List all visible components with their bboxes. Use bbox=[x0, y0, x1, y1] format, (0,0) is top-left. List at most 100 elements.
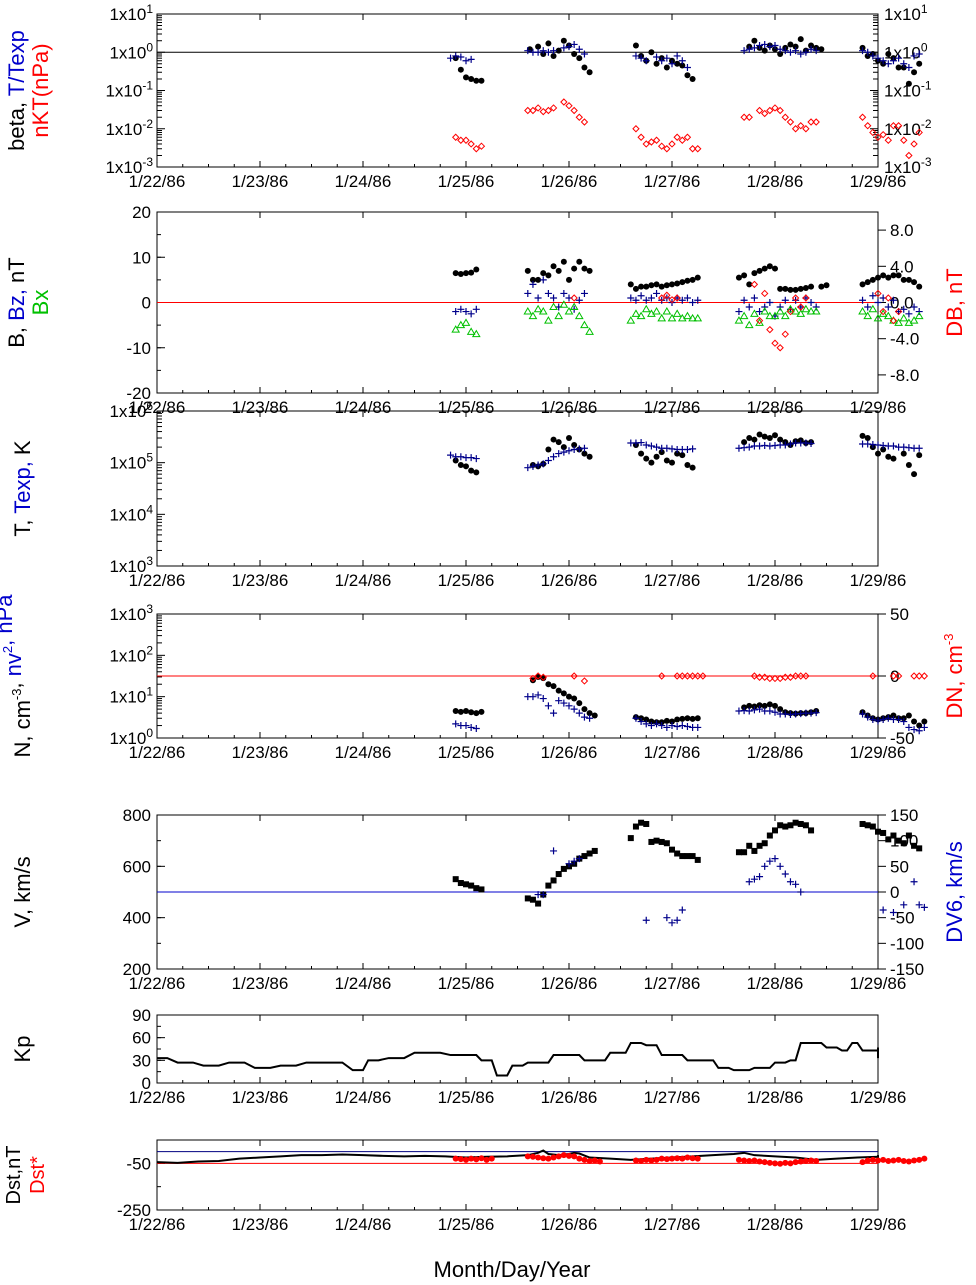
data-point bbox=[674, 1155, 681, 1162]
data-point bbox=[756, 308, 764, 316]
x-tick-label: 1/27/86 bbox=[644, 743, 701, 762]
y-tick-label-right: 1x10-3 bbox=[884, 155, 932, 177]
data-point bbox=[534, 48, 542, 56]
data-point bbox=[859, 1159, 866, 1166]
data-point bbox=[760, 289, 769, 298]
data-point bbox=[772, 827, 778, 834]
data-point bbox=[900, 136, 908, 144]
data-point bbox=[580, 320, 589, 329]
data-point bbox=[869, 1156, 876, 1163]
data-point bbox=[874, 289, 882, 298]
data-point bbox=[864, 279, 871, 286]
data-point bbox=[673, 133, 681, 141]
data-point bbox=[674, 450, 681, 457]
data-point bbox=[750, 280, 759, 289]
data-point bbox=[674, 716, 681, 723]
data-point bbox=[864, 1157, 871, 1164]
data-point bbox=[781, 673, 790, 681]
data-point bbox=[657, 142, 666, 150]
data-point bbox=[544, 316, 553, 324]
data-point bbox=[791, 294, 800, 302]
y-axis-label-right: DB, nT bbox=[942, 268, 967, 336]
data-point bbox=[534, 691, 542, 699]
data-point bbox=[782, 1159, 789, 1166]
data-point bbox=[668, 445, 676, 453]
data-point bbox=[694, 672, 702, 680]
data-point bbox=[683, 133, 692, 141]
series-1 bbox=[452, 691, 928, 735]
data-point bbox=[905, 151, 913, 160]
data-point bbox=[761, 265, 768, 272]
data-point bbox=[683, 722, 691, 730]
data-point bbox=[462, 57, 470, 65]
data-point bbox=[468, 1155, 475, 1162]
data-point bbox=[890, 1157, 897, 1164]
data-point bbox=[468, 709, 475, 716]
data-point bbox=[792, 47, 800, 55]
data-point bbox=[550, 52, 557, 59]
data-point bbox=[663, 914, 671, 922]
data-point bbox=[560, 37, 567, 44]
x-tick-label: 1/27/86 bbox=[644, 398, 701, 417]
data-point bbox=[746, 842, 753, 849]
data-point bbox=[586, 1158, 593, 1164]
data-point bbox=[544, 457, 552, 465]
data-point bbox=[802, 822, 809, 829]
data-point bbox=[575, 709, 583, 717]
data-point bbox=[787, 1160, 794, 1167]
data-point bbox=[560, 289, 568, 297]
y-tick-label: 20 bbox=[132, 203, 151, 222]
data-point bbox=[683, 311, 692, 320]
data-point bbox=[463, 708, 469, 715]
data-point bbox=[735, 1156, 742, 1163]
data-point bbox=[751, 847, 758, 854]
x-tick-label: 1/26/86 bbox=[541, 398, 598, 417]
data-point bbox=[585, 327, 594, 335]
x-tick-label: 1/25/86 bbox=[438, 571, 495, 590]
data-point bbox=[894, 672, 903, 680]
data-point bbox=[658, 1155, 665, 1162]
data-point bbox=[463, 74, 469, 81]
x-tick-label: 1/25/86 bbox=[438, 172, 495, 191]
y-tick-label: 1x101 bbox=[109, 2, 153, 24]
data-point bbox=[755, 673, 764, 681]
data-point bbox=[447, 54, 455, 62]
data-point bbox=[797, 50, 805, 58]
data-point bbox=[869, 128, 877, 137]
data-point bbox=[766, 106, 774, 115]
data-point bbox=[529, 276, 536, 283]
data-point bbox=[457, 453, 465, 461]
y-axis-label: N, cm-3, nv2, nPa bbox=[0, 594, 35, 758]
data-point bbox=[905, 80, 912, 87]
data-point bbox=[570, 445, 578, 453]
data-point bbox=[468, 75, 475, 82]
data-point bbox=[895, 837, 902, 844]
data-point bbox=[467, 140, 475, 148]
data-point bbox=[524, 289, 532, 297]
x-tick-label: 1/29/86 bbox=[850, 1215, 907, 1234]
series-0 bbox=[452, 36, 923, 87]
data-point bbox=[539, 673, 547, 681]
data-point bbox=[642, 296, 650, 304]
x-tick-label: 1/24/86 bbox=[335, 398, 392, 417]
data-point bbox=[550, 453, 558, 461]
y-tick-label-right: -50 bbox=[890, 729, 915, 748]
series-line bbox=[156, 1149, 879, 1164]
data-point bbox=[776, 344, 784, 352]
x-tick-label: 1/29/86 bbox=[850, 1088, 907, 1107]
data-point bbox=[875, 1157, 881, 1164]
data-point bbox=[812, 47, 820, 55]
data-point bbox=[658, 838, 665, 845]
data-point bbox=[684, 1154, 691, 1161]
y-tick-label: 1x10-2 bbox=[105, 117, 153, 139]
data-point bbox=[802, 48, 810, 56]
data-point bbox=[662, 307, 672, 315]
data-point bbox=[760, 109, 769, 118]
data-point bbox=[452, 708, 459, 715]
data-point bbox=[627, 281, 634, 288]
x-tick-label: 1/27/86 bbox=[644, 172, 701, 191]
data-point bbox=[873, 313, 883, 322]
data-point bbox=[900, 64, 907, 71]
data-point bbox=[575, 113, 584, 121]
data-point bbox=[467, 454, 475, 462]
